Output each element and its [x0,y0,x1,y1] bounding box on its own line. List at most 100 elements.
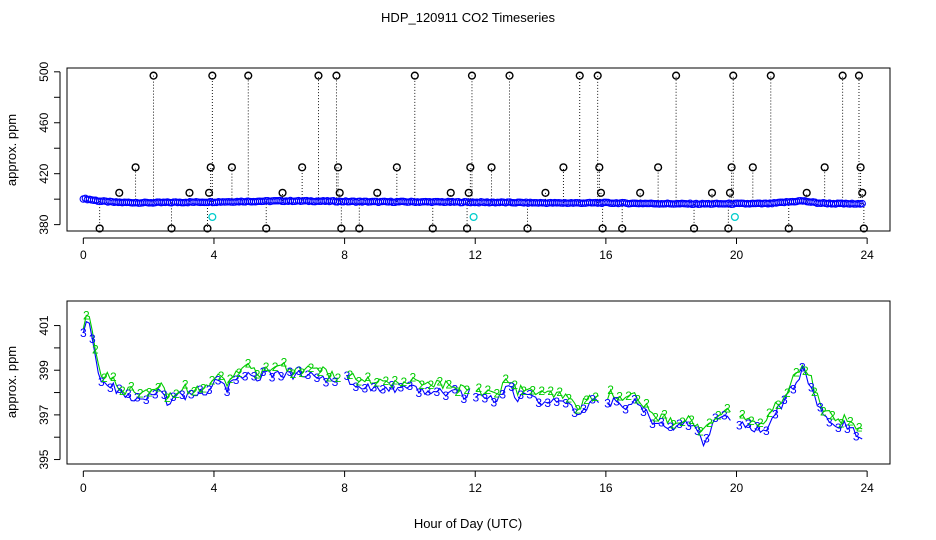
series-marker-3: 3 [622,402,629,416]
series-marker-2: 2 [475,381,482,395]
series-marker-2: 2 [529,383,536,397]
series-marker-3: 3 [353,380,360,394]
top-x-tick-label: 24 [860,248,874,262]
series-marker-3: 3 [640,405,647,419]
series-marker-3: 3 [844,422,851,436]
series-marker-2: 2 [374,375,381,389]
series-marker-2: 2 [706,416,713,430]
top-x-tick-label: 8 [341,248,348,262]
bottom-x-tick-label: 0 [80,481,87,495]
spike-point [446,188,455,197]
series-marker-2: 2 [847,414,854,428]
series-marker-3: 3 [442,389,449,403]
series-marker-3: 3 [451,383,458,397]
spike-point [333,163,343,172]
series-marker-3: 3 [799,361,806,375]
series-marker-3: 3 [808,381,815,395]
series-marker-2: 2 [209,374,216,388]
series-marker-2: 2 [583,393,590,407]
series-marker-2: 2 [616,390,623,404]
series-marker-3: 3 [772,408,779,422]
series-line-3 [738,366,863,440]
series-marker-2: 2 [556,385,563,399]
spike-point [766,71,775,80]
series-marker-2: 2 [254,368,261,382]
spike-point [541,188,550,197]
series-marker-3: 3 [535,396,542,410]
spike-point [575,71,584,80]
series-marker-3: 3 [116,382,123,396]
series-marker-3: 3 [323,376,330,390]
series-marker-3: 3 [754,420,761,434]
bottom-plot-frame [66,300,891,465]
spike-point [314,71,323,80]
bottom-x-tick-label: 20 [730,481,744,495]
spike-point [167,224,176,233]
top-y-tick-label: 500 [37,61,51,81]
series-marker-3: 3 [107,381,114,395]
series-marker-3: 3 [188,387,195,401]
spike-point [203,224,212,233]
series-marker-2: 2 [463,383,470,397]
spike-point [95,224,104,233]
series-marker-2: 2 [436,374,443,388]
series-marker-2: 2 [173,387,180,401]
top-y-axis-label: approx. ppm [4,114,19,186]
top-x-tick-label: 0 [80,248,87,262]
series-marker-2: 2 [164,391,171,405]
series-marker-3: 3 [398,380,405,394]
series-marker-3: 3 [215,373,222,387]
series-marker-2: 2 [493,387,500,401]
bottom-y-axis-label: approx. ppm [4,346,19,418]
spike-point [725,188,735,197]
series-marker-3: 3 [745,417,752,431]
series-marker-3: 3 [508,380,515,394]
spike-point [392,163,401,172]
series-marker-2: 2 [607,383,614,397]
series-marker-2: 2 [775,398,782,412]
spike-point [467,71,477,80]
spike-point [724,224,733,233]
bottom-y-tick-label: 401 [37,315,51,335]
series-marker-2: 2 [670,418,677,432]
series-marker-2: 2 [401,375,408,389]
spike-point [689,224,699,233]
spike-point [856,163,865,172]
series-marker-2: 2 [326,371,333,385]
series-marker-2: 2 [191,384,198,398]
series-marker-3: 3 [362,382,369,396]
series-marker-2: 2 [119,384,126,398]
series-marker-2: 2 [347,368,354,382]
series-marker-2: 2 [679,415,686,429]
series-marker-3: 3 [790,382,797,396]
series-marker-2: 2 [155,380,162,394]
series-marker-3: 3 [694,424,701,438]
spike-point [278,188,287,197]
series-marker-3: 3 [817,401,824,415]
x-axis-label: Hour of Day (UTC) [414,516,522,531]
series-marker-2: 2 [643,397,650,411]
top-x-tick-label: 16 [599,248,613,262]
series-marker-2: 2 [245,357,252,371]
series-marker-2: 2 [820,404,827,418]
series-line-2 [607,388,731,433]
series-marker-2: 2 [574,402,581,416]
series-marker-3: 3 [206,383,213,397]
series-marker-2: 2 [146,386,153,400]
series-marker-3: 3 [380,382,387,396]
series-marker-2: 2 [784,386,791,400]
series-marker-3: 3 [721,409,728,423]
bottom-x-tick-label: 12 [469,481,483,495]
series-marker-3: 3 [460,392,467,406]
spike-point [858,188,867,197]
spike-point [598,224,607,233]
spike-point [671,71,681,80]
series-marker-2: 2 [454,385,461,399]
series-marker-3: 3 [580,402,587,416]
series-marker-2: 2 [110,370,117,384]
series-marker-3: 3 [499,387,506,401]
highlight-point [469,212,478,222]
series-marker-3: 3 [416,386,423,400]
spike-point [748,163,757,172]
